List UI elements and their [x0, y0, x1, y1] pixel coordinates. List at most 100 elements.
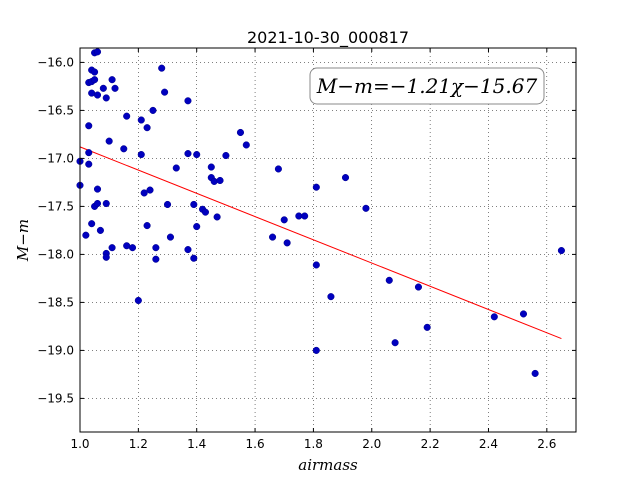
data-point	[91, 76, 99, 84]
x-tick-label: 1.4	[187, 437, 206, 451]
x-tick-label: 1.8	[304, 437, 323, 451]
data-point	[193, 151, 201, 159]
data-point	[93, 91, 102, 99]
grid	[79, 48, 576, 432]
data-point	[216, 176, 224, 185]
y-tick-label: −16.5	[37, 103, 74, 117]
data-point	[190, 200, 198, 209]
data-point	[327, 293, 335, 301]
data-point	[362, 204, 370, 212]
data-point	[85, 149, 93, 157]
fit-line-group	[79, 146, 562, 340]
data-point	[557, 247, 565, 255]
data-point	[102, 199, 110, 208]
data-point	[120, 145, 128, 153]
data-point	[93, 199, 102, 208]
data-point	[158, 64, 166, 72]
data-points	[76, 48, 565, 377]
x-tick-label: 1.2	[129, 437, 148, 451]
data-point	[137, 151, 145, 159]
data-point	[108, 76, 116, 84]
y-axis-label: M−m	[14, 219, 32, 262]
y-axis-ticks: −16.0 −16.5 −17.0 −17.5 −18.0 −18.5 −19.0 −19.5	[37, 55, 576, 405]
data-point	[93, 48, 102, 56]
data-point	[312, 183, 320, 191]
data-point	[128, 244, 137, 252]
data-point	[423, 323, 431, 331]
data-point	[242, 141, 250, 149]
x-axis-label: airmass	[298, 456, 358, 474]
data-point	[283, 239, 291, 247]
data-point	[207, 163, 215, 171]
x-axis-ticks: 1.0 1.2 1.4 1.6 1.8 2.0 2.2 2.4 2.6	[70, 48, 556, 451]
chart-title: 2021-10-30_000817	[247, 28, 409, 48]
data-point	[85, 122, 93, 130]
fit-equation: M−m=−1.21χ−15.67	[316, 74, 538, 98]
data-point	[102, 94, 110, 102]
data-point	[88, 220, 96, 228]
data-point	[85, 160, 93, 168]
y-tick-label: −16.0	[37, 55, 74, 69]
data-point	[222, 151, 230, 160]
data-point	[391, 339, 399, 347]
x-tick-label: 2.0	[362, 437, 381, 451]
x-tick-label: 2.2	[421, 437, 440, 451]
data-point	[193, 223, 201, 231]
data-point	[93, 185, 102, 193]
data-point	[143, 124, 151, 132]
data-point	[190, 254, 198, 262]
plot-frame	[79, 47, 577, 433]
data-point	[166, 233, 174, 241]
data-point	[108, 244, 116, 252]
data-point	[99, 84, 107, 92]
data-point	[531, 369, 539, 377]
data-point	[210, 177, 218, 185]
data-point	[140, 189, 148, 197]
y-tick-label: −19.0	[37, 343, 74, 357]
x-tick-label: 2.4	[479, 437, 498, 451]
x-tick-label: 1.6	[246, 437, 265, 451]
data-point	[143, 222, 151, 230]
y-tick-label: −17.0	[37, 151, 74, 165]
fit-line	[79, 146, 562, 340]
data-point	[105, 137, 113, 145]
data-point	[213, 213, 221, 221]
y-tick-label: −18.5	[37, 295, 74, 309]
data-point	[102, 253, 110, 261]
data-point	[146, 186, 154, 194]
data-point	[490, 313, 498, 321]
data-point	[161, 88, 169, 96]
data-point	[184, 97, 192, 105]
data-point	[123, 112, 131, 120]
data-point	[385, 276, 393, 284]
y-tick-label: −17.5	[37, 199, 74, 213]
x-tick-label: 1.0	[70, 437, 89, 451]
annotation-box	[309, 67, 545, 105]
y-tick-label: −18.0	[37, 247, 74, 261]
data-point	[312, 346, 320, 354]
data-point	[163, 200, 172, 209]
data-point	[312, 261, 320, 269]
data-point	[134, 296, 142, 305]
data-point	[149, 106, 157, 114]
data-point	[96, 226, 104, 234]
data-point	[280, 216, 288, 224]
data-point	[414, 283, 422, 291]
data-point	[91, 68, 99, 76]
data-point	[269, 233, 277, 241]
data-point	[301, 212, 309, 220]
data-point	[236, 128, 245, 137]
data-point	[184, 150, 192, 158]
fit-annotation: M−m=−1.21χ−15.67	[309, 67, 545, 105]
y-tick-label: −19.5	[37, 391, 74, 405]
x-tick-label: 2.6	[537, 437, 556, 451]
data-point	[137, 116, 145, 124]
data-point	[274, 165, 282, 173]
data-point	[82, 231, 90, 239]
data-point	[519, 310, 528, 318]
data-point	[172, 164, 180, 172]
data-point	[111, 84, 119, 92]
data-point	[201, 208, 210, 216]
data-point	[152, 244, 160, 252]
